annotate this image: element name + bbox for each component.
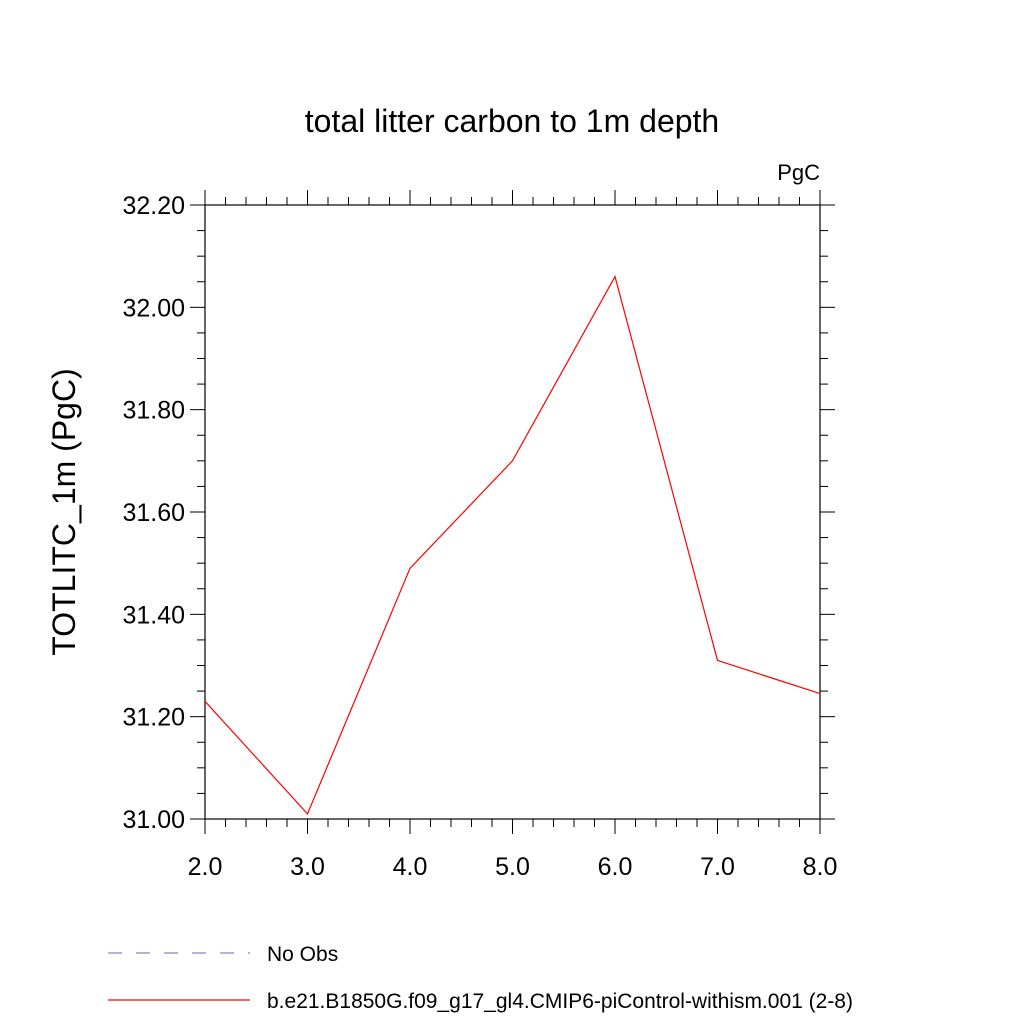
plot-frame [204,204,821,820]
x-tick-label: 2.0 [188,853,223,881]
x-tick-label: 7.0 [700,853,735,881]
x-tick-label: 5.0 [495,853,530,881]
legend-label-model: b.e21.B1850G.f09_g17_gl4.CMIP6-piControl… [267,990,853,1013]
chart-title: total litter carbon to 1m depth [305,103,719,139]
y-axis-label: TOTLITC_1m (PgC) [46,368,82,655]
y-tick-label: 31.00 [122,806,185,834]
x-tick-label: 6.0 [598,853,633,881]
y-tick-label: 31.60 [122,499,185,527]
x-tick-label: 8.0 [803,853,838,881]
y-tick-label: 31.20 [122,704,185,732]
x-tick-label: 3.0 [290,853,325,881]
y-tick-label: 31.80 [122,397,185,425]
series-line [204,275,821,816]
y-tick-label: 32.00 [122,294,185,322]
series-layer [204,275,821,816]
y-tick-label: 32.20 [122,192,185,220]
y-tick-label: 31.40 [122,601,185,629]
legend-label-no-obs: No Obs [267,943,338,966]
axes: 31.00 31.20 31.40 31.60 31.80 32.00 32.20 2.0 3.… [122,190,837,881]
legend: No Obs b.e21.B1850G.f09_g17_gl4.CMIP6-pi… [108,943,853,1013]
units-label: PgC [777,160,820,185]
x-tick-label: 4.0 [393,853,428,881]
